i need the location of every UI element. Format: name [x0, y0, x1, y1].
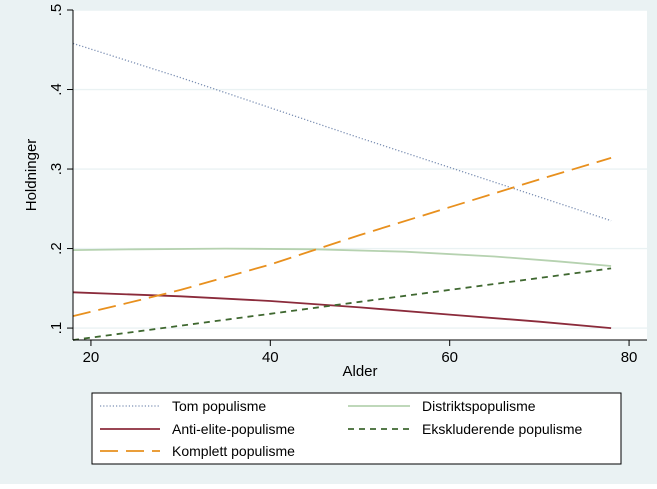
y-tick-label: .1	[48, 322, 65, 335]
x-tick-label: 40	[262, 349, 279, 366]
series-line	[72, 267, 612, 341]
x-axis-label: Alder	[342, 363, 377, 380]
series-line	[72, 157, 612, 317]
x-tick-label: 80	[621, 349, 638, 366]
legend-label: Ekskluderende populisme	[422, 421, 583, 437]
axes: .1 .2 .3 .4 .5 20 40 60 80	[48, 4, 647, 366]
series-line	[72, 42, 612, 222]
y-axis-label: Holdninger	[23, 139, 40, 212]
series-line	[72, 291, 612, 329]
legend-label: Tom populisme	[172, 398, 266, 414]
legend: Tom populisme Distriktspopulisme Anti-elit…	[91, 392, 622, 465]
legend-label: Komplett populisme	[172, 443, 295, 459]
legend-label: Anti-elite-populisme	[172, 421, 295, 437]
x-tick-label: 60	[441, 349, 458, 366]
y-tick-label: .5	[48, 4, 65, 17]
x-tick-label: 20	[83, 349, 100, 366]
series-line	[72, 247, 612, 267]
y-tick-label: .4	[48, 83, 65, 96]
plot-area	[73, 10, 647, 340]
legend-box	[91, 392, 622, 465]
y-tick-label: .2	[48, 242, 65, 255]
series-layer	[72, 42, 612, 341]
legend-label: Distriktspopulisme	[422, 398, 536, 414]
y-tick-label: .3	[48, 163, 65, 176]
